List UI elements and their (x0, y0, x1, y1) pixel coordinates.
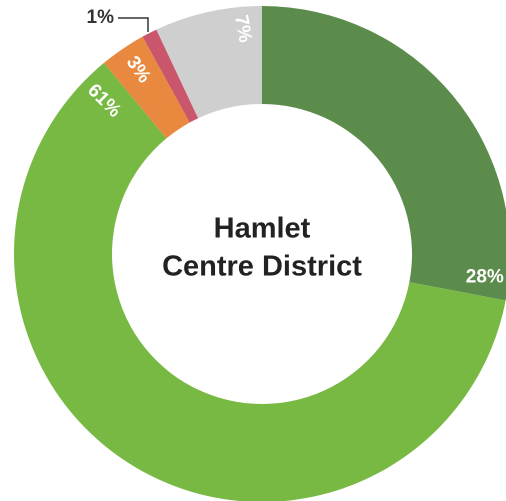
donut-segment (262, 6, 506, 301)
center-title: Centre District (162, 251, 362, 283)
leader-line (118, 17, 149, 32)
value-label: 7% (230, 13, 255, 44)
donut-segment (156, 6, 262, 119)
donut-segment (103, 36, 190, 139)
value-label: 28% (466, 266, 504, 287)
value-label: 1% (87, 7, 115, 28)
donut-segment (14, 62, 506, 501)
center-title: Hamlet (214, 213, 311, 245)
donut-segment (142, 29, 199, 123)
